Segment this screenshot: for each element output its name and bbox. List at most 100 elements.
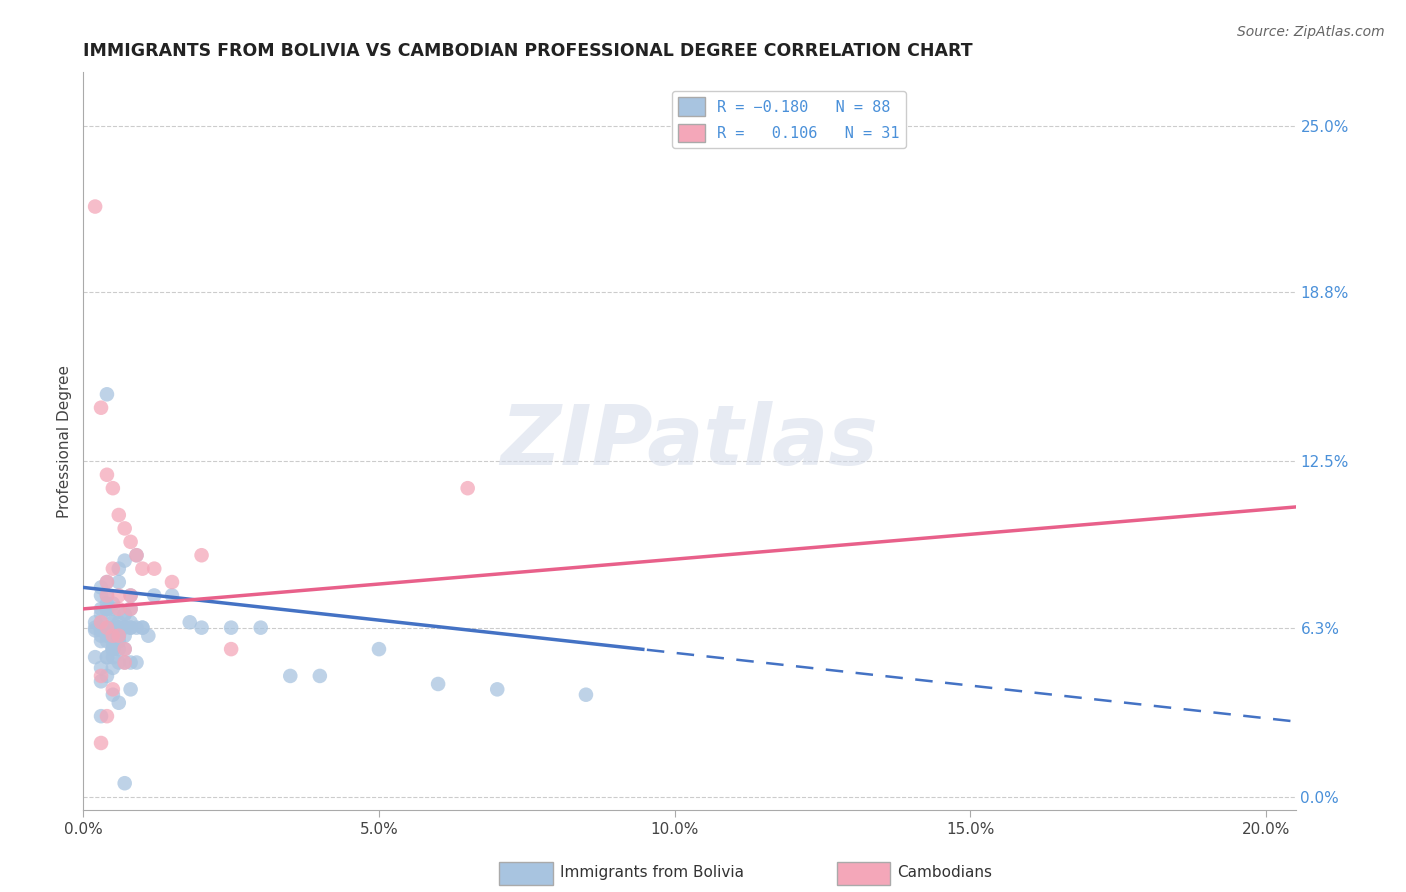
Point [101,682,124,697]
Point [96,629,118,643]
Point [101,607,124,622]
Point [138,629,160,643]
Point [96,650,118,665]
Point [101,661,124,675]
Point [368,642,391,657]
Point [101,561,124,575]
Point [219,642,242,657]
Point [107,561,129,575]
Point [101,642,124,657]
Point [486,682,509,697]
Point [96,602,118,616]
Point [96,634,118,648]
Text: IMMIGRANTS FROM BOLIVIA VS CAMBODIAN PROFESSIONAL DEGREE CORRELATION CHART: IMMIGRANTS FROM BOLIVIA VS CAMBODIAN PRO… [83,42,973,60]
Point [96,589,118,603]
Point [107,602,129,616]
Point [107,629,129,643]
Point [120,534,142,549]
Point [219,621,242,635]
Point [101,634,124,648]
Point [90,581,112,595]
Legend: R = −0.180   N = 88, R =   0.106   N = 31: R = −0.180 N = 88, R = 0.106 N = 31 [672,91,905,148]
Point [101,642,124,657]
Point [190,621,212,635]
Point [96,602,118,616]
Point [90,615,112,630]
Point [107,696,129,710]
Point [160,589,183,603]
Point [107,621,129,635]
Point [575,688,598,702]
Text: Source: ZipAtlas.com: Source: ZipAtlas.com [1237,25,1385,39]
Point [114,621,136,635]
Point [90,621,112,635]
Point [90,736,112,750]
Point [120,602,142,616]
Point [114,629,136,643]
Point [84,615,107,630]
Text: Immigrants from Bolivia: Immigrants from Bolivia [560,865,744,880]
Point [96,669,118,683]
Point [84,650,107,665]
Point [84,621,107,635]
Point [90,629,112,643]
Point [114,642,136,657]
Point [90,615,112,630]
Point [96,621,118,635]
Point [107,629,129,643]
Point [107,642,129,657]
Point [96,709,118,723]
Point [96,575,118,590]
Point [90,607,112,622]
Point [96,597,118,611]
Point [107,615,129,630]
Point [114,553,136,567]
Text: ZIPatlas: ZIPatlas [501,401,879,482]
Point [114,656,136,670]
Point [101,621,124,635]
Point [96,467,118,482]
Point [143,561,166,575]
Point [114,607,136,622]
Point [90,674,112,689]
Point [101,650,124,665]
Point [101,481,124,495]
Point [120,656,142,670]
Point [120,621,142,635]
Point [457,481,479,495]
Point [125,621,148,635]
Point [107,621,129,635]
Point [101,597,124,611]
Point [90,589,112,603]
Point [114,642,136,657]
Point [101,615,124,630]
Point [160,575,183,590]
Point [90,401,112,415]
Point [143,589,166,603]
Point [125,548,148,562]
Point [114,776,136,790]
Point [90,602,112,616]
Point [96,575,118,590]
Point [101,629,124,643]
Point [107,629,129,643]
Point [90,661,112,675]
Point [120,602,142,616]
Point [107,634,129,648]
Point [120,621,142,635]
Point [125,548,148,562]
Point [131,621,153,635]
Point [120,682,142,697]
Point [278,669,301,683]
Point [96,602,118,616]
Point [84,200,107,214]
Point [190,548,212,562]
Point [114,607,136,622]
Point [131,621,153,635]
Text: Cambodians: Cambodians [897,865,993,880]
Point [107,589,129,603]
Point [427,677,450,691]
Point [90,624,112,638]
Point [96,387,118,401]
Point [120,615,142,630]
